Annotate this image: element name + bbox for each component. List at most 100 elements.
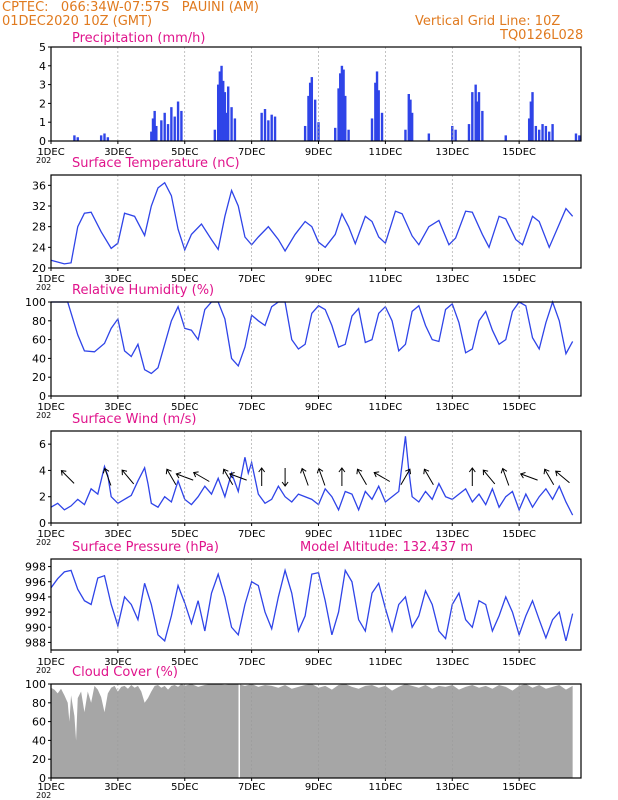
precip-bar bbox=[220, 65, 223, 141]
wind-title: Surface Wind (m/s) bbox=[72, 412, 196, 427]
precip-bar bbox=[267, 120, 270, 141]
pres-xtick-label: 1DEC bbox=[37, 657, 64, 668]
rh-xtick-label: 13DEC bbox=[435, 402, 469, 413]
temp-xtick-label: 1DEC bbox=[37, 274, 64, 285]
precip-bar bbox=[106, 137, 110, 141]
precip-bar bbox=[303, 125, 307, 141]
model-altitude: Model Altitude: 132.437 m bbox=[300, 540, 473, 555]
precip-ytick-label: 4 bbox=[39, 60, 46, 73]
precip-bar bbox=[334, 127, 337, 141]
precip-bar bbox=[409, 99, 412, 141]
wind-xtick-label: 1DEC bbox=[37, 529, 64, 540]
precip-ytick-label: 3 bbox=[39, 79, 46, 92]
wind-arrow bbox=[165, 468, 177, 486]
precip-bar bbox=[377, 90, 380, 141]
precip-bar bbox=[230, 107, 233, 141]
temp-ytick-label: 32 bbox=[32, 200, 46, 213]
wind-xtick-label: 11DEC bbox=[369, 529, 403, 540]
header-line2-right: TQ0126L028 bbox=[500, 28, 584, 43]
cloud-ytick-label: 60 bbox=[32, 716, 46, 729]
cloud-title: Cloud Cover (%) bbox=[72, 665, 178, 680]
precip-bar bbox=[551, 124, 554, 141]
precip-bar bbox=[273, 116, 277, 141]
wind-xtick-label: 7DEC bbox=[238, 529, 265, 540]
header-line2-left: 01DEC2020 10Z (GMT) bbox=[2, 14, 153, 29]
precip-bar bbox=[467, 124, 471, 141]
precip-bar bbox=[529, 101, 533, 141]
precip-bar bbox=[342, 69, 345, 141]
rh-ytick-label: 0 bbox=[39, 390, 46, 403]
precip-bar bbox=[260, 112, 263, 141]
pres-ytick-label: 992 bbox=[25, 606, 46, 619]
precip-bar bbox=[347, 129, 350, 141]
wind-arrow bbox=[519, 472, 538, 481]
wind-ytick-label: 4 bbox=[39, 464, 46, 477]
pres-xtick-label: 15DEC bbox=[502, 657, 536, 668]
temp-xtick-label: 7DEC bbox=[238, 274, 265, 285]
cloud-xtick-label: 5DEC bbox=[171, 782, 198, 793]
precip-bar bbox=[410, 112, 414, 141]
precip-bar bbox=[574, 133, 578, 141]
wind-plot-area bbox=[51, 431, 581, 523]
wind-arrow bbox=[60, 470, 75, 484]
precip-bar bbox=[307, 95, 310, 141]
precip-bar bbox=[477, 92, 481, 141]
precip-ytick-label: 0 bbox=[39, 135, 46, 148]
cloud-ytick-label: 0 bbox=[39, 772, 46, 785]
precip-xtick-label: 3DEC bbox=[104, 147, 131, 158]
pres-line bbox=[50, 567, 574, 643]
precip-bar bbox=[534, 125, 538, 141]
pres-xtick-label: 13DEC bbox=[435, 657, 469, 668]
rh-xtick-label: 9DEC bbox=[305, 402, 332, 413]
precip-bar bbox=[407, 94, 410, 141]
wind-arrow bbox=[222, 468, 234, 486]
pres-frame bbox=[50, 558, 582, 651]
cloud-ytick-label: 100 bbox=[25, 678, 46, 691]
pres-ytick-label: 990 bbox=[25, 621, 46, 634]
precip-xtick-label: 15DEC bbox=[502, 147, 536, 158]
wind-xtick-label: 3DEC bbox=[104, 529, 131, 540]
precip-bar bbox=[218, 71, 222, 141]
cloud-xtick-label: 15DEC bbox=[502, 782, 536, 793]
rh-year-stub: 202 bbox=[36, 411, 51, 420]
precip-bar bbox=[544, 125, 548, 141]
rh-xtick-label: 5DEC bbox=[171, 402, 198, 413]
wind-arrow bbox=[300, 467, 309, 486]
precip-bar bbox=[103, 133, 106, 141]
wind-xtick-label: 15DEC bbox=[502, 529, 536, 540]
pres-xtick-label: 9DEC bbox=[305, 657, 332, 668]
precip-bar bbox=[308, 82, 312, 141]
temp-ytick-label: 24 bbox=[32, 241, 46, 254]
wind-ytick-label: 0 bbox=[39, 517, 46, 530]
temp-line bbox=[50, 181, 574, 265]
precip-bar bbox=[233, 118, 237, 141]
wind-arrow bbox=[121, 469, 135, 485]
pres-ytick-label: 998 bbox=[25, 561, 46, 574]
cloud-xtick-label: 9DEC bbox=[305, 782, 332, 793]
precip-bar bbox=[160, 120, 163, 141]
temp-frame bbox=[50, 174, 582, 269]
precip-bar bbox=[313, 99, 317, 141]
rh-xtick-label: 7DEC bbox=[238, 402, 265, 413]
precip-bar bbox=[263, 109, 267, 141]
wind-arrow bbox=[192, 471, 210, 482]
pres-xtick-label: 7DEC bbox=[238, 657, 265, 668]
precip-bar bbox=[173, 116, 176, 141]
pres-xtick-label: 5DEC bbox=[171, 657, 198, 668]
precip-bar bbox=[213, 129, 217, 141]
wind-arrow bbox=[555, 470, 570, 484]
precip-year-stub: 202 bbox=[36, 156, 51, 165]
temp-ytick-label: 28 bbox=[32, 221, 46, 234]
wind-arrow bbox=[281, 468, 289, 487]
precip-bar bbox=[170, 107, 173, 141]
pres-ytick-label: 996 bbox=[25, 576, 46, 589]
precip-bar bbox=[227, 86, 230, 141]
cloud-ytick-label: 20 bbox=[32, 753, 46, 766]
precip-bar bbox=[471, 92, 474, 141]
precip-bar bbox=[310, 77, 314, 141]
precip-bar bbox=[223, 92, 227, 141]
precip-ytick-label: 1 bbox=[39, 116, 46, 129]
pres-xtick-label: 11DEC bbox=[369, 657, 403, 668]
precip-bar bbox=[531, 92, 534, 141]
